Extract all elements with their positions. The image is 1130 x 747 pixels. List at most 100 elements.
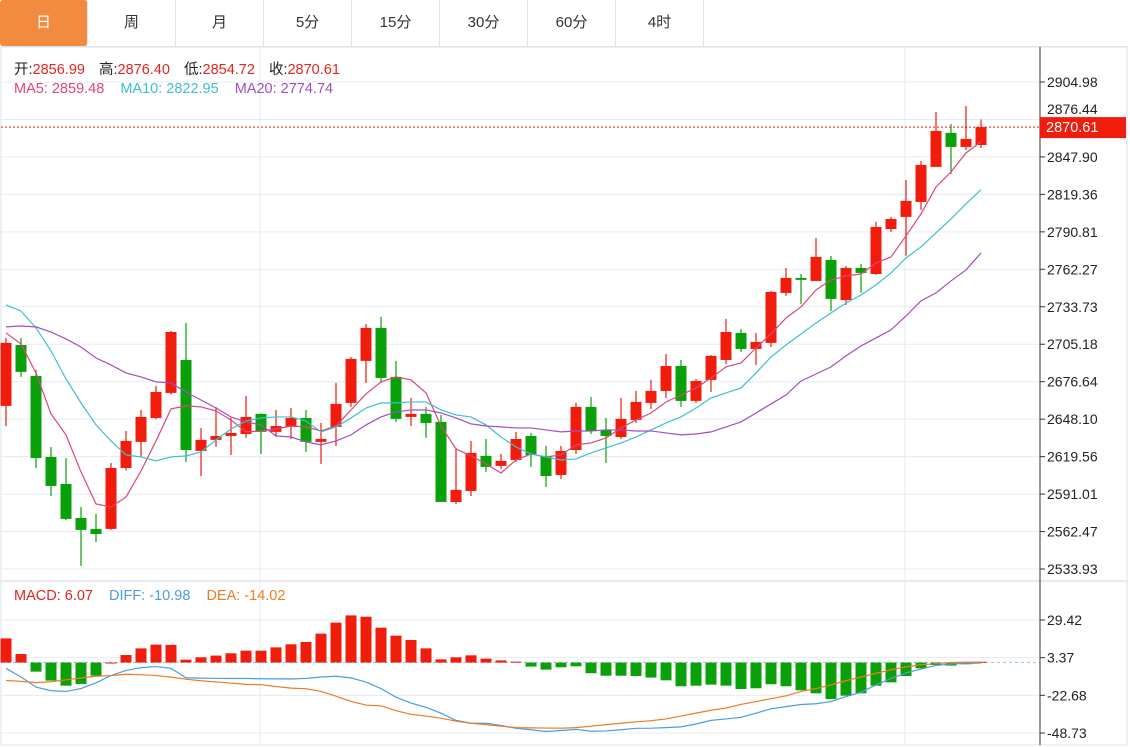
tab-30min[interactable]: 30分: [440, 0, 528, 46]
macd-bar: [15, 654, 27, 663]
candle-body: [705, 355, 717, 380]
ohlc-readout: 开:2856.99 高:2876.40 低:2854.72 收:2870.61: [14, 58, 350, 79]
candle: [960, 105, 972, 150]
ma20-value: MA20: 2774.74: [234, 81, 334, 97]
candle: [615, 397, 627, 439]
candle-body: [795, 277, 807, 280]
macd-bar: [495, 660, 507, 663]
y-tick-label: 2676.64: [1047, 374, 1098, 390]
candle: [630, 390, 642, 423]
macd-readout: MACD: 6.07 DIFF: -10.98 DEA: -14.02: [14, 588, 285, 604]
ma20-line: [5, 252, 982, 446]
candle-body: [420, 413, 432, 423]
candle-body: [660, 365, 672, 391]
macd-bar: [675, 662, 687, 687]
ma5-line: [5, 141, 982, 508]
tab-60min[interactable]: 60分: [528, 0, 616, 46]
candle: [585, 396, 597, 434]
macd-bar: [570, 662, 582, 667]
candle: [810, 237, 822, 281]
candle-body: [690, 380, 702, 401]
candle: [435, 414, 447, 502]
macd-bar: [660, 662, 672, 681]
open-value: 2856.99: [32, 62, 85, 78]
tab-week[interactable]: 周: [88, 0, 176, 46]
tab-month[interactable]: 月: [176, 0, 264, 46]
candle-body: [870, 227, 882, 274]
candle: [420, 406, 432, 438]
candle-body: [390, 376, 402, 419]
macd-tick-label: -22.68: [1047, 687, 1087, 703]
macd-bar: [105, 662, 117, 664]
macd-bar: [645, 662, 657, 678]
high-label: 高:: [98, 62, 118, 78]
candle: [105, 462, 117, 530]
candle: [330, 382, 342, 446]
macd-bar: [705, 662, 717, 685]
macd-bar: [60, 662, 72, 686]
candle-body: [630, 401, 642, 420]
candle-body: [495, 460, 507, 466]
macd-bar: [480, 658, 492, 663]
macd-bar: [600, 662, 612, 676]
candle-body: [150, 391, 162, 418]
candle: [135, 409, 147, 457]
candle-body: [15, 344, 27, 372]
y-tick-label: 2591.01: [1047, 486, 1098, 502]
macd-bar: [30, 662, 42, 672]
candle: [765, 290, 777, 347]
candle: [600, 417, 612, 463]
candle: [450, 447, 462, 504]
macd-bar: [300, 642, 312, 663]
candle: [345, 356, 357, 407]
candle: [720, 318, 732, 364]
candle-body: [60, 483, 72, 519]
candle: [825, 256, 837, 312]
open-label: 开:: [14, 62, 33, 78]
candle: [555, 445, 567, 480]
diff-value: DIFF: -10.98: [109, 588, 191, 604]
macd-bar: [195, 657, 207, 663]
candle-body: [405, 413, 417, 417]
candle-body: [180, 359, 192, 450]
ma10-line: [5, 189, 982, 462]
candle: [240, 395, 252, 438]
candle-body: [600, 429, 612, 436]
tab-day[interactable]: 日: [0, 0, 88, 46]
candle-body: [840, 267, 852, 300]
candle: [60, 458, 72, 521]
tab-4hour[interactable]: 4时: [616, 0, 704, 46]
candle-body: [720, 332, 732, 360]
macd-bar: [720, 662, 732, 686]
macd-bar: [255, 650, 267, 663]
candle: [300, 409, 312, 452]
macd-bar: [435, 659, 447, 663]
macd-bar: [405, 639, 417, 663]
close-value: 2870.61: [287, 62, 340, 78]
tab-5min[interactable]: 5分: [264, 0, 352, 46]
candle: [225, 417, 237, 455]
candle: [660, 353, 672, 398]
macd-bar: [765, 662, 777, 685]
macd-bar: [375, 627, 387, 663]
candle-body: [645, 390, 657, 403]
candle-body: [165, 332, 177, 393]
tab-15min[interactable]: 15分: [352, 0, 440, 46]
macd-value: MACD: 6.07: [14, 588, 93, 604]
macd-bar: [75, 662, 87, 684]
dea-value: DEA: -14.02: [206, 588, 286, 604]
macd-tick-label: 3.37: [1047, 650, 1074, 666]
macd-bar: [780, 662, 792, 687]
macd-bar: [585, 662, 597, 674]
candle-body: [885, 218, 897, 229]
candle-body: [750, 341, 762, 349]
candle-body: [450, 489, 462, 502]
y-tick-label: 2619.56: [1047, 449, 1098, 465]
candle: [495, 453, 507, 469]
candle-body: [345, 358, 357, 403]
candle: [30, 369, 42, 468]
candle: [645, 379, 657, 409]
y-tick-label: 2847.90: [1047, 149, 1098, 165]
candle-body: [255, 413, 267, 432]
